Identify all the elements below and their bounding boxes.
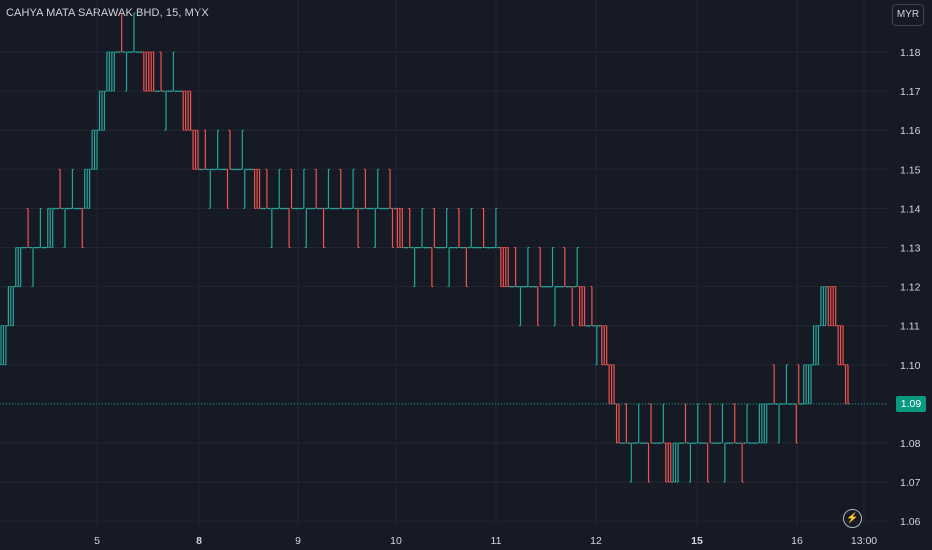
time-axis: 5 8 9 10 11 12 15 16 13:00 — [94, 535, 877, 547]
time-tick-label: 13:00 — [851, 535, 877, 547]
price-tick-label: 1.11 — [900, 321, 920, 333]
chart-title: CAHYA MATA SARAWAK BHD, 15, MYX — [6, 7, 209, 19]
price-tick-label: 1.06 — [900, 516, 921, 528]
grid-lines — [0, 0, 888, 526]
price-tick-label: 1.14 — [900, 203, 921, 215]
price-tick-label: 1.17 — [900, 86, 921, 98]
time-tick-label: 8 — [196, 535, 202, 547]
time-tick-label: 12 — [590, 535, 602, 547]
price-tick-label: 1.08 — [900, 438, 921, 450]
price-axis: 1.181.171.161.151.141.131.121.111.101.09… — [900, 47, 921, 528]
time-tick-label: 5 — [94, 535, 100, 547]
time-tick-label: 16 — [791, 535, 803, 547]
price-tick-label: 1.12 — [900, 282, 921, 294]
last-price-label: 1.09 — [896, 395, 926, 412]
lightning-bolt-icon[interactable]: ⚡ — [843, 509, 862, 528]
time-tick-label: 10 — [390, 535, 402, 547]
price-tick-label: 1.15 — [900, 164, 921, 176]
time-tick-label: 15 — [691, 535, 703, 547]
price-tick-label: 1.07 — [900, 477, 921, 489]
time-tick-label: 11 — [491, 535, 502, 547]
price-tick-label: 1.18 — [900, 47, 921, 59]
ohlc-bars — [0, 12, 850, 483]
price-tick-label: 1.13 — [900, 243, 921, 255]
price-tick-label: 1.10 — [900, 360, 921, 372]
time-tick-label: 9 — [295, 535, 301, 547]
price-tick-label: 1.16 — [900, 125, 921, 137]
currency-button[interactable]: MYR — [892, 4, 924, 26]
